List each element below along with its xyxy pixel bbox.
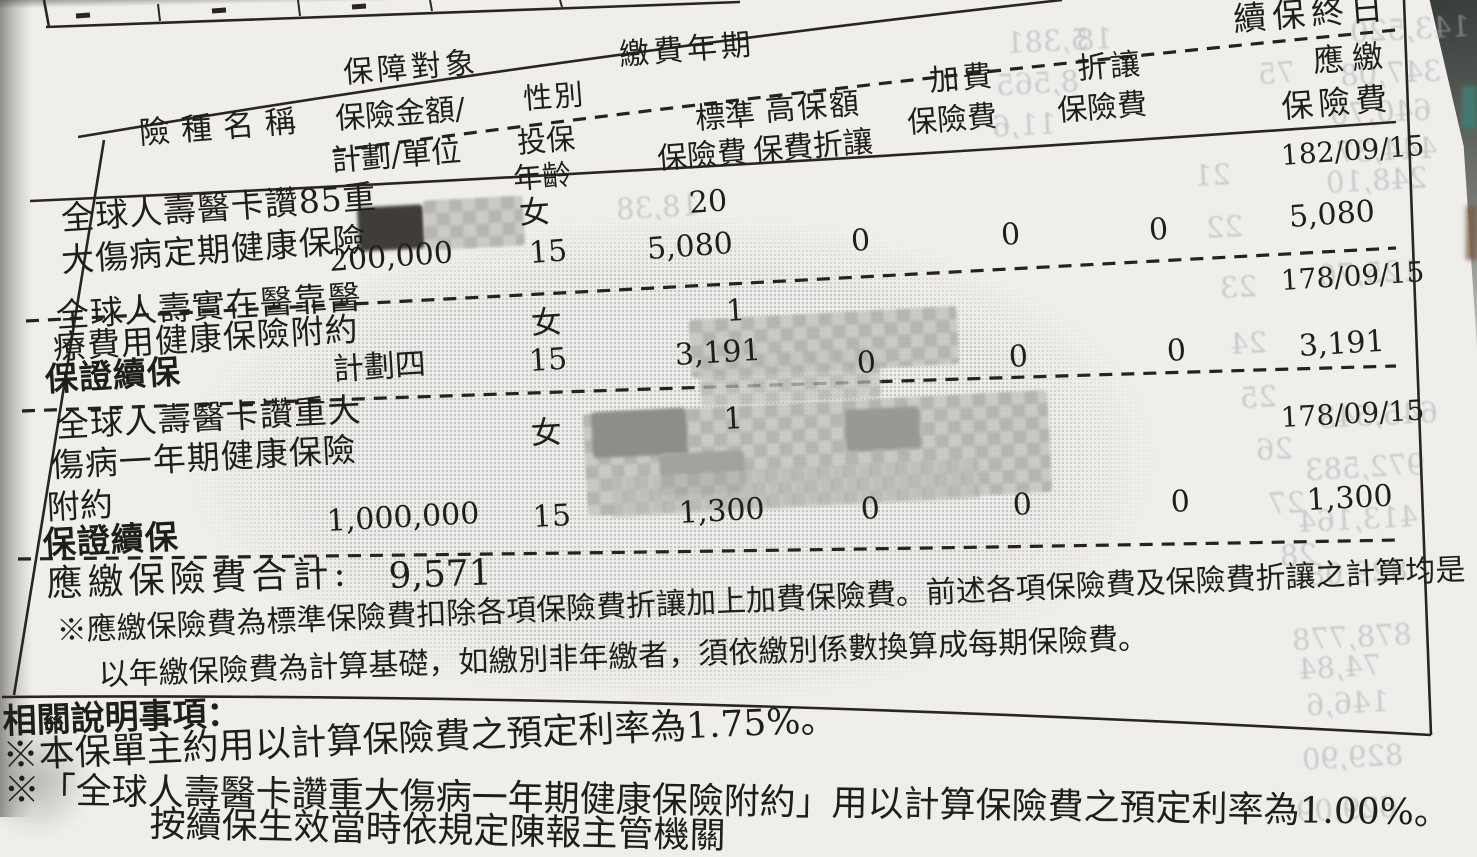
row3-age: 15 (531, 498, 572, 535)
row3-due-premium: 1,300 (1305, 478, 1394, 518)
header-std-top: 標準 (693, 97, 757, 137)
ghost-number: 11,6 (991, 106, 1058, 144)
row2-extra-premium: 0 (1007, 338, 1030, 375)
header-age-top: 投保 (515, 121, 577, 160)
header-disc-bottom: 保險費 (1055, 86, 1149, 129)
total-premium-value: 9,571 (387, 552, 493, 597)
header-disc-top: 折讓 (1075, 46, 1145, 87)
header-high-top: 高保額 (763, 86, 863, 129)
row2-gender: 女 (529, 304, 564, 342)
header-age-bottom: 年齡 (511, 157, 573, 196)
header-amount-1: 保險金額/ (333, 91, 467, 137)
ghost-number: 18,38 (615, 187, 700, 227)
row1-due-premium: 5,080 (1287, 194, 1376, 235)
row1-age: 15 (527, 233, 569, 271)
ghost-number: 25 (1239, 379, 1278, 415)
row3-gender: 女 (529, 414, 563, 452)
header-due-bottom: 保險費 (1279, 79, 1394, 126)
ghost-number: 829,90 (1301, 737, 1405, 777)
row2-renewal-date: 178/09/15 (1279, 255, 1426, 297)
row1-high-discount: 0 (849, 222, 872, 259)
ghost-number: 21 (1193, 157, 1232, 193)
row2-due-premium: 3,191 (1297, 323, 1386, 364)
ghost-number: 75 (1257, 55, 1296, 91)
header-high-bottom: 保費折讓 (751, 124, 875, 169)
header-amount-2: 計劃/單位 (329, 133, 463, 179)
row3-std-premium: 1,300 (677, 491, 766, 531)
header-due-top: 應繳 (1311, 37, 1393, 80)
ghost-number: 24 (1229, 325, 1268, 361)
row1-gender: 女 (517, 193, 552, 232)
header-std-bottom: 保險費 (655, 134, 749, 177)
row2-guaranteed-renewal: 保證續保 (43, 351, 183, 399)
header-extra-bottom: 保險費 (905, 98, 999, 141)
row2-age: 15 (527, 341, 569, 379)
footnote-renewal-cut: 按續保生效當時依規定陳報主管機關 (149, 804, 726, 857)
desk-teal-object (1462, 86, 1476, 128)
header-gender: 性別 (521, 77, 587, 116)
ghost-number: 146,6 (1305, 683, 1390, 723)
ghost-number: 23 (1219, 269, 1258, 305)
header-extra-top: 加費 (927, 58, 997, 99)
paper-left-edge-shadow (0, 0, 32, 817)
row3-renewal-date: 178/09/15 (1279, 393, 1426, 434)
redaction-blob-row3c (843, 406, 922, 452)
row2-std-premium: 3,191 (673, 332, 762, 373)
row1-discount-premium: 0 (1147, 211, 1170, 248)
row3-term: 1 (722, 401, 744, 437)
redaction-blob-row3a (590, 407, 689, 459)
ghost-number: 74,84 (1297, 647, 1382, 687)
ghost-number: 26 (1255, 431, 1294, 467)
row1-extra-premium: 0 (999, 216, 1022, 253)
row2-amount: 計劃四 (331, 346, 427, 388)
row2-term: 1 (724, 292, 747, 329)
row1-term: 20 (687, 183, 729, 221)
row3-high-discount: 0 (859, 491, 881, 527)
row3-discount-premium: 0 (1169, 484, 1191, 520)
paper-top-fold-shadow (0, 0, 781, 9)
row3-guaranteed-renewal: 保證續保 (41, 516, 180, 563)
header-risk-name: 險種名稱 (137, 102, 309, 152)
header-target: 保障對象 (341, 45, 481, 91)
row1-std-premium: 5,080 (645, 226, 734, 267)
row3-extra-premium: 0 (1011, 487, 1033, 523)
row2-discount-premium: 0 (1165, 332, 1188, 369)
ghost-number: 22 (1205, 209, 1244, 245)
desk-brown-object (1466, 206, 1477, 260)
row2-high-discount: 0 (855, 344, 878, 381)
header-term: 繳費年期 (617, 27, 757, 73)
